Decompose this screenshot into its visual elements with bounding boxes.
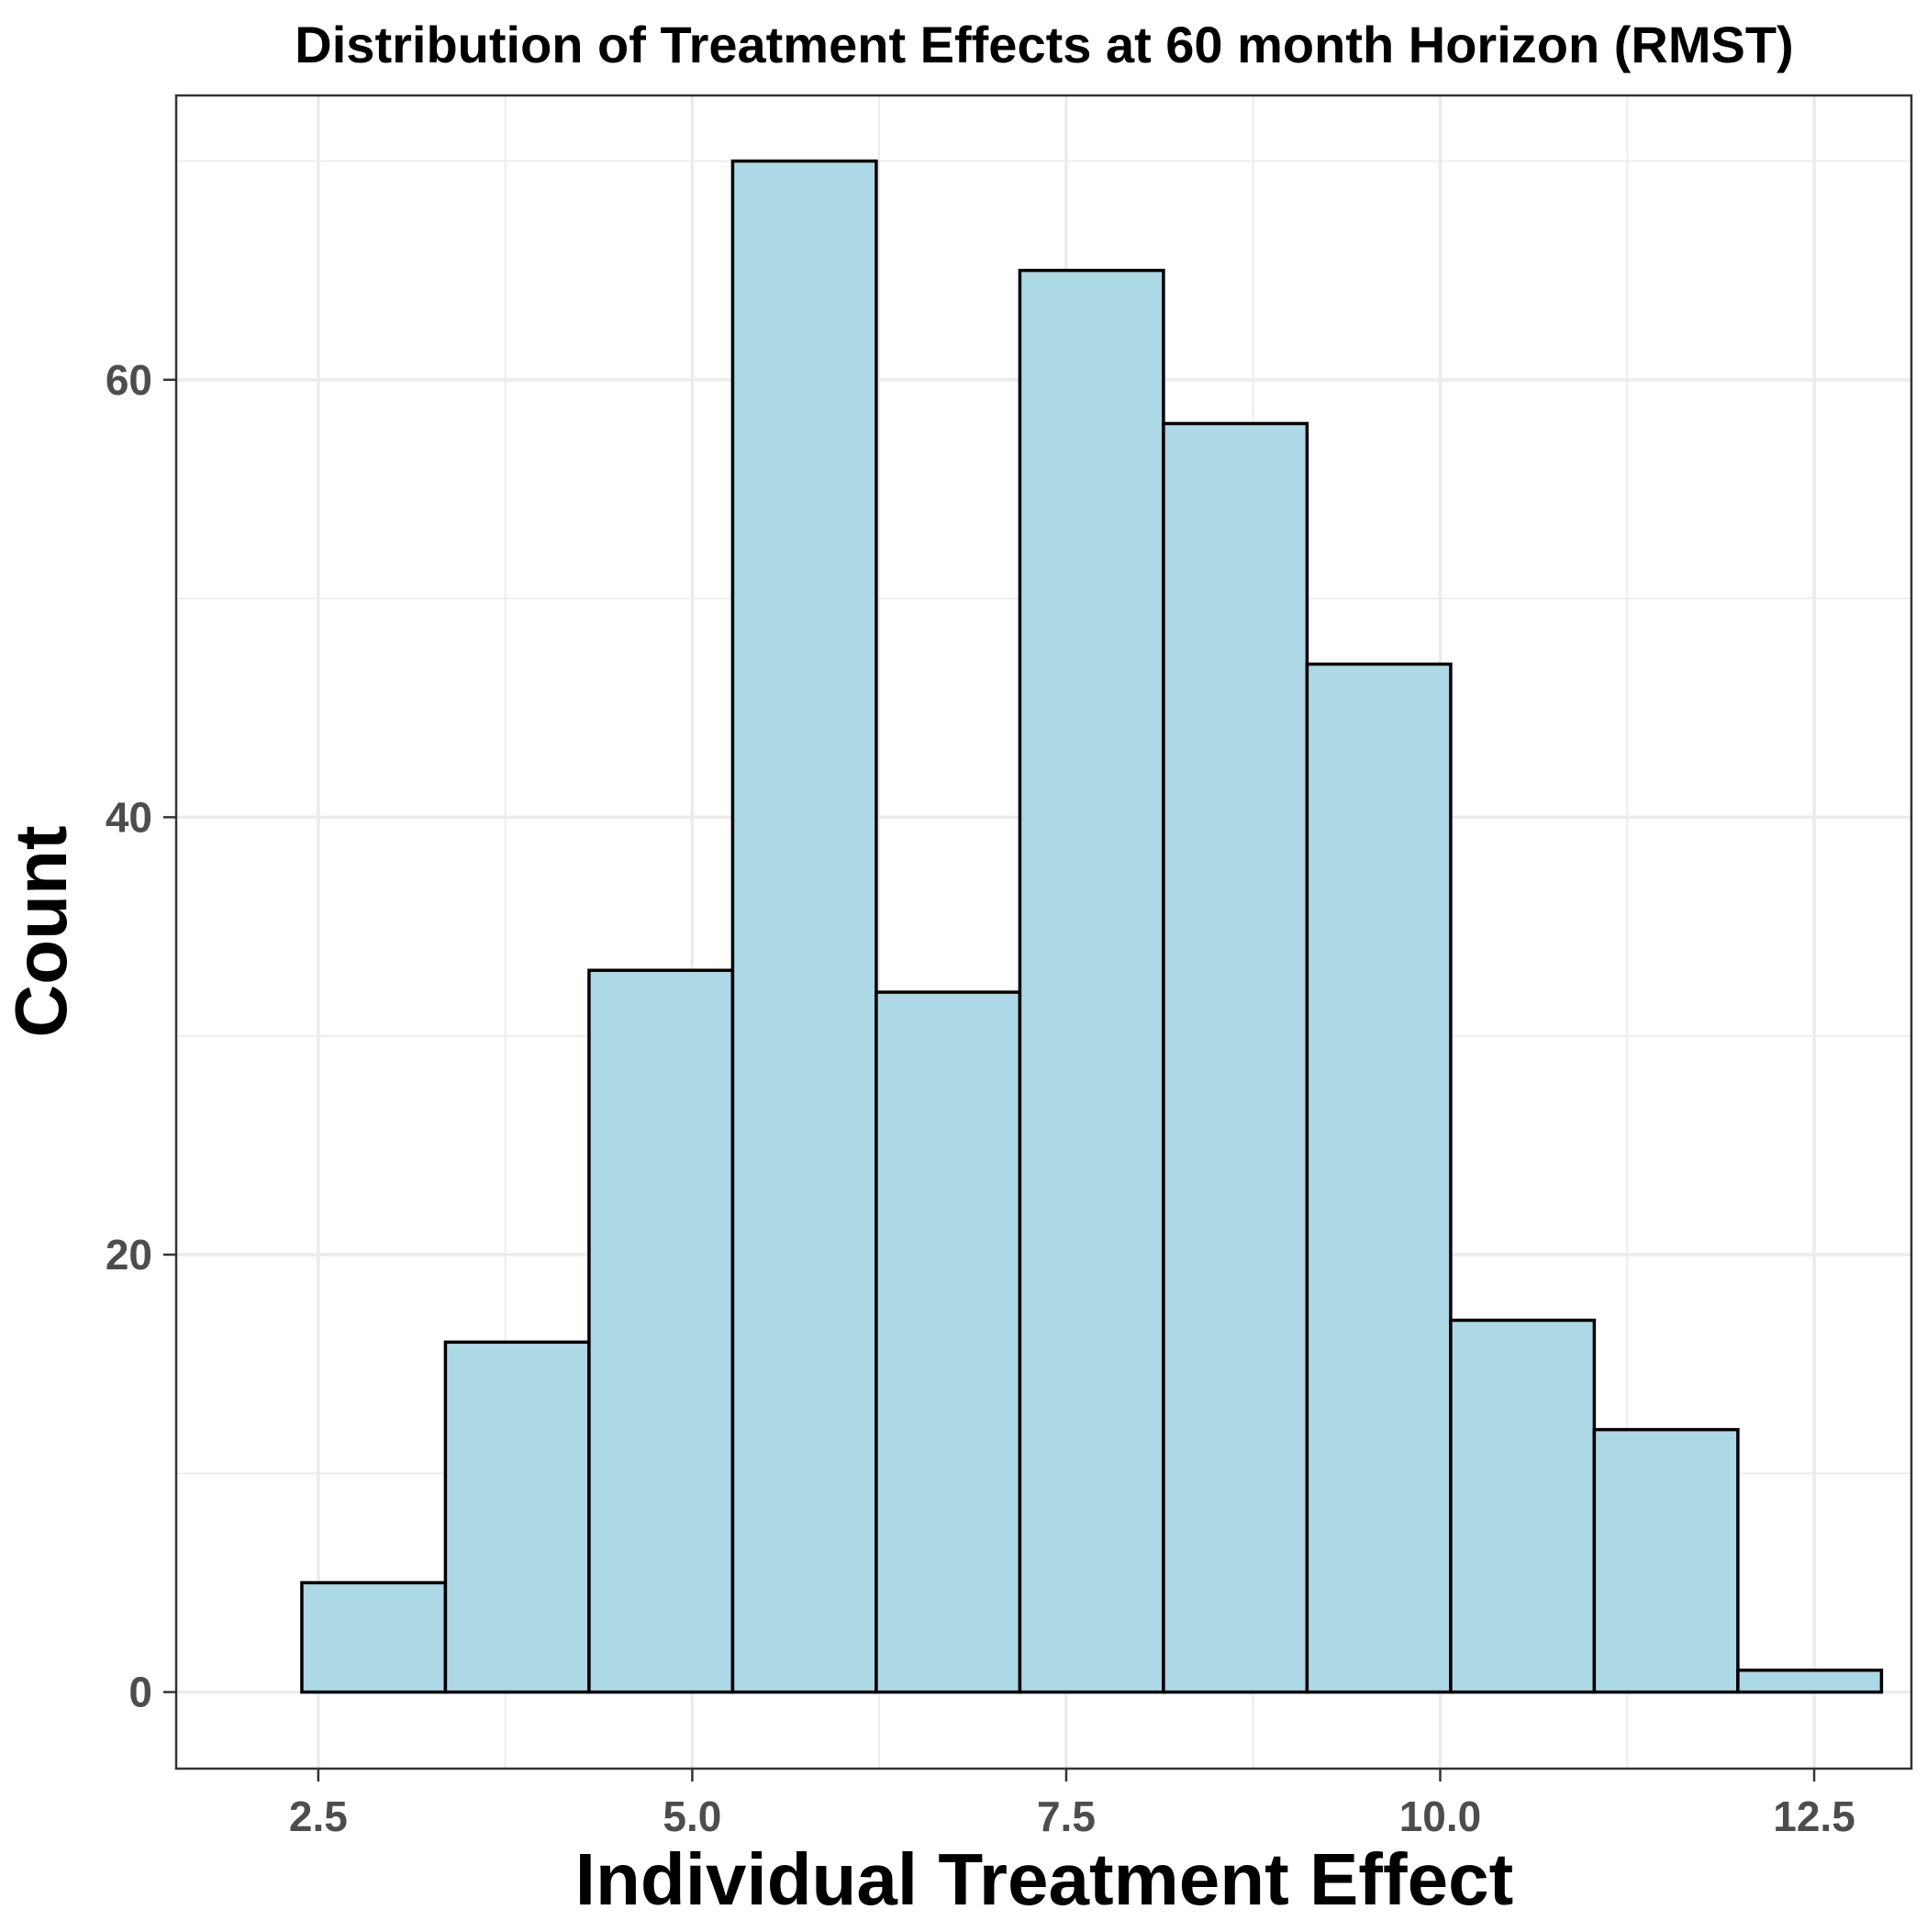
chart-title: Distribution of Treatment Effects at 60 … — [295, 16, 1793, 73]
histogram-bar — [300, 1580, 448, 1694]
histogram-bar — [1162, 421, 1309, 1694]
plot-panel-border — [174, 94, 1913, 1770]
y-axis-title: Count — [0, 825, 82, 1037]
histogram-bar — [587, 968, 735, 1694]
y-tick-label: 60 — [106, 356, 152, 404]
y-tick-label: 40 — [106, 793, 152, 841]
x-tick-label: 12.5 — [1773, 1792, 1855, 1840]
histogram-bar — [1305, 662, 1453, 1694]
histogram-bars — [300, 159, 1884, 1694]
histogram-bar — [730, 159, 878, 1694]
histogram-bar — [1449, 1318, 1597, 1694]
histogram-bar — [1018, 268, 1165, 1694]
x-tick-label: 5.0 — [663, 1792, 721, 1840]
axis-ticks: 2.5 5.0 7.5 10.0 12.5 0 20 40 60 — [106, 356, 1855, 1840]
y-tick-label: 20 — [106, 1231, 152, 1279]
histogram-bar — [1736, 1669, 1884, 1694]
x-tick-label: 2.5 — [289, 1792, 348, 1840]
histogram-bar — [1592, 1427, 1740, 1694]
y-tick-label: 0 — [128, 1669, 152, 1716]
histogram-bar — [874, 990, 1022, 1694]
x-tick-label: 7.5 — [1037, 1792, 1096, 1840]
x-tick-label: 10.0 — [1399, 1792, 1482, 1840]
histogram-bar — [443, 1340, 591, 1694]
x-axis-title: Individual Treatment Effect — [575, 1838, 1513, 1920]
